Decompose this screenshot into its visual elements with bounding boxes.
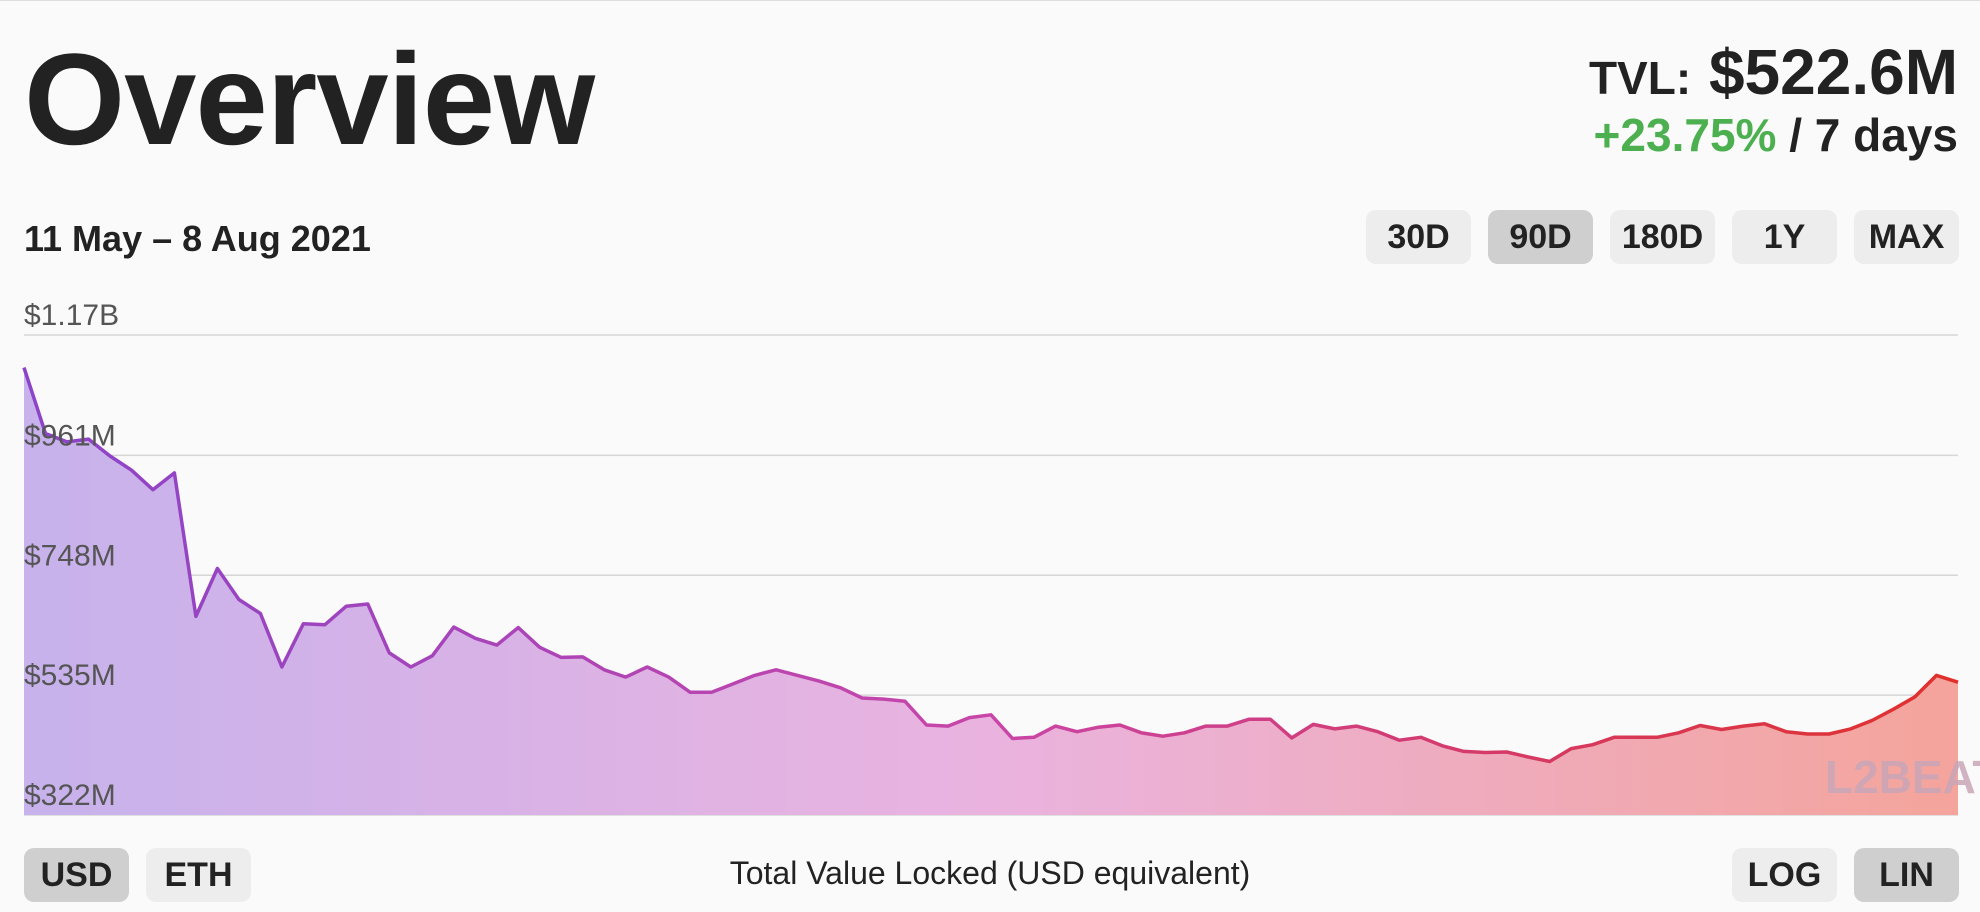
scale-button-log[interactable]: LOG: [1732, 848, 1837, 902]
date-range: 11 May – 8 Aug 2021: [24, 218, 371, 259]
scale-button-lin[interactable]: LIN: [1854, 848, 1959, 902]
chart-label: Total Value Locked (USD equivalent): [729, 855, 1251, 891]
l2beat-watermark: L2BEAT: [1825, 751, 1980, 803]
y-tick-label: $748M: [24, 539, 116, 572]
range-button-90d[interactable]: 90D: [1488, 210, 1593, 264]
range-button-1y[interactable]: 1Y: [1732, 210, 1837, 264]
chart-area: [24, 367, 1958, 815]
currency-button-usd[interactable]: USD: [24, 848, 129, 902]
y-tick-label: $1.17B: [24, 299, 119, 332]
y-tick-label: $535M: [24, 659, 116, 692]
tvl-value: $522.6M: [1708, 36, 1958, 108]
range-button-max[interactable]: MAX: [1854, 210, 1959, 264]
tvl-period: / 7 days: [1789, 109, 1958, 161]
currency-button-eth[interactable]: ETH: [146, 848, 251, 902]
tvl-summary: TVL: $522.6M +23.75% / 7 days: [1589, 40, 1958, 158]
tvl-label: TVL:: [1588, 52, 1692, 104]
range-button-180d[interactable]: 180D: [1610, 210, 1715, 264]
tvl-change-row: +23.75% / 7 days: [1589, 112, 1958, 158]
y-tick-label: $961M: [24, 419, 116, 452]
tvl-row: TVL: $522.6M: [1589, 40, 1958, 104]
chart-line: [22, 367, 1959, 764]
page-title: Overview: [24, 26, 595, 172]
top-border: [0, 0, 1980, 1]
range-button-30d[interactable]: 30D: [1366, 210, 1471, 264]
tvl-change: +23.75%: [1593, 109, 1777, 161]
y-tick-label: $322M: [24, 779, 116, 812]
